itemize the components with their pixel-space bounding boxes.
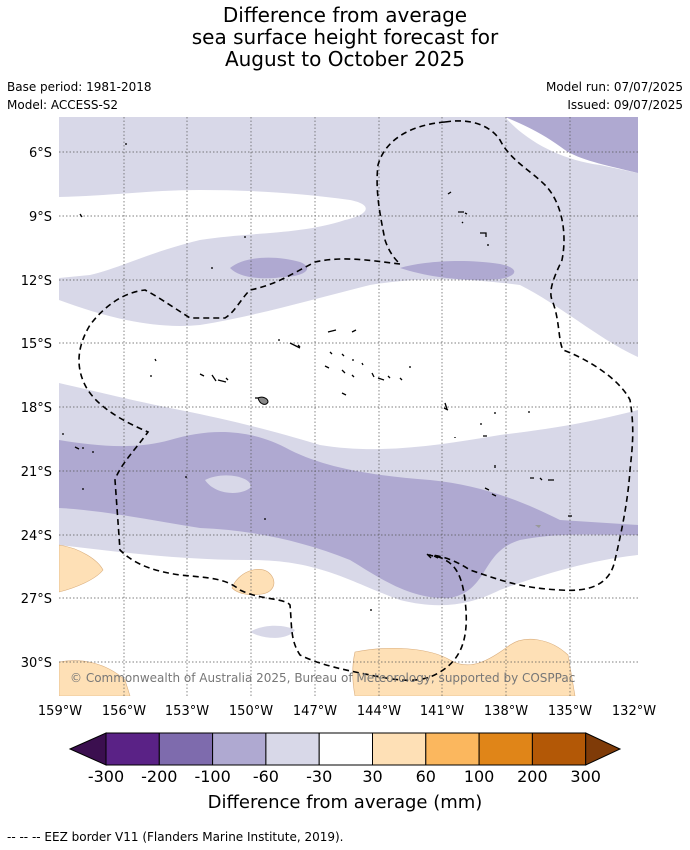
colorbar-tick: 60 [416, 767, 436, 786]
anomaly-field [59, 117, 638, 696]
lon-label: 138°W [484, 704, 528, 719]
lat-label: 9°S [29, 210, 52, 225]
island-large [257, 396, 269, 405]
colorbar-ticks: -300 -200 -100 -60 -30 30 60 100 200 300 [88, 767, 601, 786]
colorbar-segment [265, 732, 320, 766]
colorbar-under-arrow [68, 732, 107, 766]
issued-date: Issued: 09/07/2025 [567, 98, 683, 112]
colorbar-tick: 30 [362, 767, 382, 786]
map-title: Difference from average sea surface heig… [0, 4, 690, 70]
lon-label: 144°W [357, 704, 401, 719]
colorbar-segment [212, 732, 267, 766]
colorbar-segment [158, 732, 214, 766]
colorbar-tick: -300 [88, 767, 124, 786]
lat-label: 15°S [21, 337, 52, 352]
colorbar-segment [478, 732, 533, 766]
lat-label: 12°S [21, 274, 52, 289]
colorbar-tick: 200 [517, 767, 548, 786]
title-line-1: Difference from average [222, 3, 468, 27]
colorbar-tick: 300 [570, 767, 601, 786]
colorbar [68, 732, 622, 766]
band-minus60-30-patch [205, 475, 251, 493]
base-period: Base period: 1981-2018 [7, 80, 152, 94]
colorbar-label: Difference from average (mm) [207, 792, 483, 813]
band-plus30-60-d [352, 639, 576, 696]
lat-label: 27°S [21, 592, 52, 607]
title-line-2: sea surface height forecast for [191, 25, 499, 49]
lat-label: 18°S [21, 401, 52, 416]
neutral-band-north [59, 190, 366, 278]
lon-label: 135°W [548, 704, 592, 719]
longitude-labels: 159°W 156°W 153°W 150°W 147°W 144°W 141°… [38, 704, 656, 719]
band-minus60-30-south [250, 625, 295, 638]
band-minus100-60-a [230, 257, 308, 279]
colorbar-segment [105, 732, 160, 766]
lat-label: 21°S [21, 465, 52, 480]
lon-label: 159°W [38, 704, 82, 719]
colorbar-over-arrow [585, 732, 622, 766]
islands [62, 143, 572, 611]
colorbar-tick: -100 [194, 767, 230, 786]
eez-borders [78, 120, 634, 682]
lon-label: 141°W [420, 704, 464, 719]
lon-label: 153°W [165, 704, 209, 719]
band-minus100-60-b [400, 261, 515, 280]
island-reef [535, 525, 541, 528]
model-name: Model: ACCESS-S2 [7, 98, 119, 112]
title-line-3: August to October 2025 [224, 47, 466, 71]
lon-label: 156°W [102, 704, 146, 719]
lon-label: 132°W [612, 704, 656, 719]
lon-label: 147°W [293, 704, 337, 719]
lat-label: 6°S [29, 146, 52, 161]
colorbar-segment [425, 732, 480, 766]
band-minus100-60-c [59, 431, 638, 599]
colorbar-tick: -200 [141, 767, 177, 786]
copyright-text: © Commonwealth of Australia 2025, Bureau… [70, 671, 575, 685]
meta-right: Model run: 07/07/2025 Issued: 09/07/2025 [546, 78, 683, 114]
band-plus30-60-c [59, 660, 131, 696]
colorbar-segment [372, 732, 427, 766]
meta-left: Base period: 1981-2018 Model: ACCESS-S2 [7, 78, 152, 114]
latitude-labels: 6°S 9°S 12°S 15°S 18°S 21°S 24°S 27°S 30… [21, 146, 52, 671]
lat-label: 24°S [21, 529, 52, 544]
eez-footnote: -- -- -- EEZ border V11 (Flanders Marine… [7, 830, 344, 844]
colorbar-segment [318, 732, 374, 766]
lat-label: 30°S [21, 656, 52, 671]
colorbar-tick: -30 [306, 767, 332, 786]
colorbar-tick: 100 [464, 767, 495, 786]
lon-label: 150°W [229, 704, 273, 719]
band-minus100-60-ne [505, 117, 638, 173]
band-plus30-60-b [231, 568, 275, 596]
band-plus30-60-a [59, 544, 104, 593]
colorbar-segment [531, 732, 587, 766]
model-run: Model run: 07/07/2025 [545, 80, 683, 94]
colorbar-tick: -60 [253, 767, 279, 786]
